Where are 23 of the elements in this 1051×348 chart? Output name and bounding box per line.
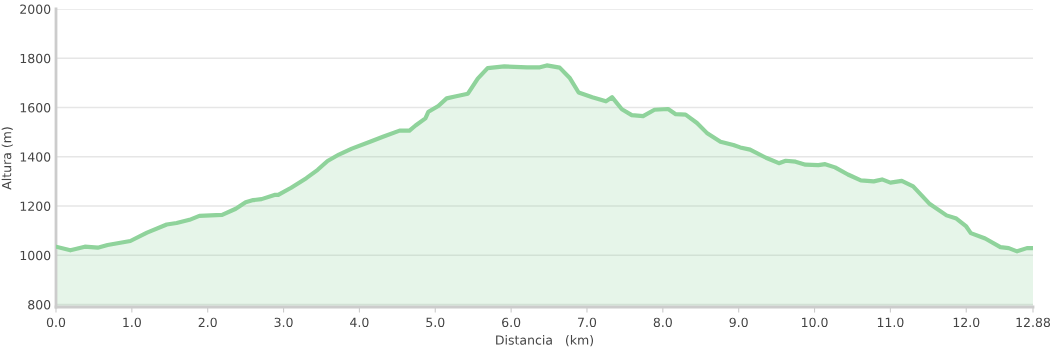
x-axis-title: Distancia (km) xyxy=(496,335,594,347)
y-tick-label: 2000 xyxy=(20,4,51,14)
x-tick-label: 10.0 xyxy=(802,317,828,328)
x-tick-label: 7.0 xyxy=(578,317,597,328)
y-tick-label: 1400 xyxy=(20,152,51,162)
y-tick-label: 1200 xyxy=(20,201,51,211)
x-tick-label: 11.0 xyxy=(877,317,904,328)
x-tick-label: 12.0 xyxy=(953,317,980,328)
x-tick-label: 3.0 xyxy=(274,317,293,328)
y-tick-label: 1800 xyxy=(20,53,51,64)
x-tick-label: 12.88 xyxy=(1016,317,1051,328)
x-tick-label: 8.0 xyxy=(653,317,672,328)
y-tick-label: 800 xyxy=(28,300,51,310)
x-tick-label: 5.0 xyxy=(426,317,445,328)
y-tick-label: 1600 xyxy=(20,102,51,113)
x-tick-label: 0.0 xyxy=(46,317,66,328)
x-tick-label: 9.0 xyxy=(729,317,748,328)
x-tick-label: 4.0 xyxy=(350,317,369,328)
x-tick-label: 6.0 xyxy=(502,317,521,328)
y-axis-title: Altura (m) xyxy=(1,127,13,190)
x-tick-label: 1.0 xyxy=(123,317,141,328)
y-tick-label: 1000 xyxy=(20,250,51,261)
x-tick-label: 2.0 xyxy=(198,317,217,328)
